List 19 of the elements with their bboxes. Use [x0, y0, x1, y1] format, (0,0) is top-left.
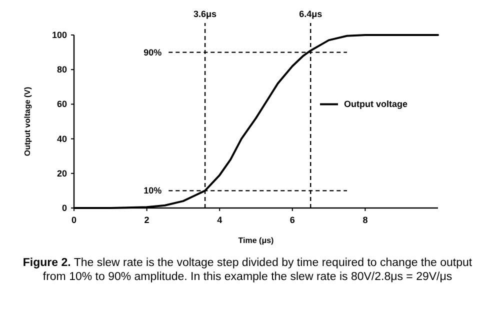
- y-tick-label: 80: [56, 64, 67, 75]
- y-tick-label: 40: [56, 134, 67, 144]
- x-axis-title: Time (μs): [238, 236, 274, 245]
- x-tick-label: 2: [144, 215, 150, 225]
- ref-line-label: 10%: [144, 186, 162, 196]
- x-tick-label: 8: [362, 215, 368, 225]
- y-tick-label: 100: [52, 30, 67, 40]
- y-axis-title: Output voltage (V): [23, 86, 32, 156]
- x-tick-label: 0: [71, 215, 77, 225]
- ref-line-label: 3.6μs: [194, 9, 217, 19]
- ref-line-label: 90%: [144, 47, 162, 58]
- caption: Figure 2. The slew rate is the voltage step divided by time required to change the output from 10% to 90% amplitude. In this example the slew rate is 80V/2.8μs = 29V/μs: [22, 256, 474, 284]
- ref-line-label: 6.4μs: [299, 9, 322, 19]
- x-tick-label: 4: [217, 215, 222, 225]
- legend-label: Output voltage: [344, 99, 408, 110]
- y-tick-label: 60: [56, 99, 67, 110]
- y-tick-label: 20: [56, 168, 67, 178]
- x-tick-label: 6: [290, 215, 295, 225]
- y-tick-label: 0: [62, 203, 67, 213]
